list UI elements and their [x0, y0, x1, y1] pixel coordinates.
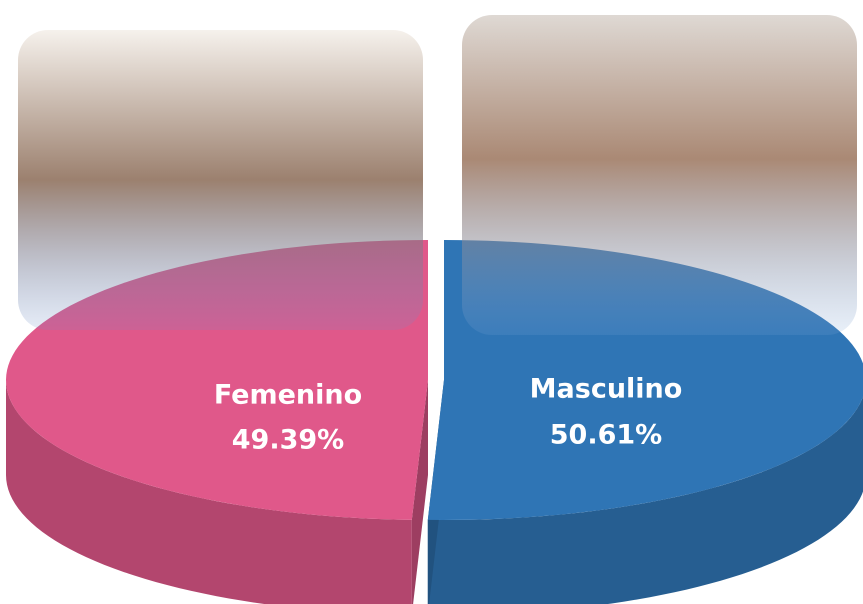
slice-value-label: 50.61% [550, 420, 662, 451]
slice-label: Masculino [530, 374, 683, 405]
photo-girls [18, 30, 423, 330]
chart: Femenino 49.39% Masculino 50.61% [0, 0, 863, 604]
photo-boys [462, 15, 857, 335]
photos [18, 15, 857, 335]
slice-label: Femenino [214, 380, 362, 411]
slice-value-label: 49.39% [232, 425, 344, 456]
